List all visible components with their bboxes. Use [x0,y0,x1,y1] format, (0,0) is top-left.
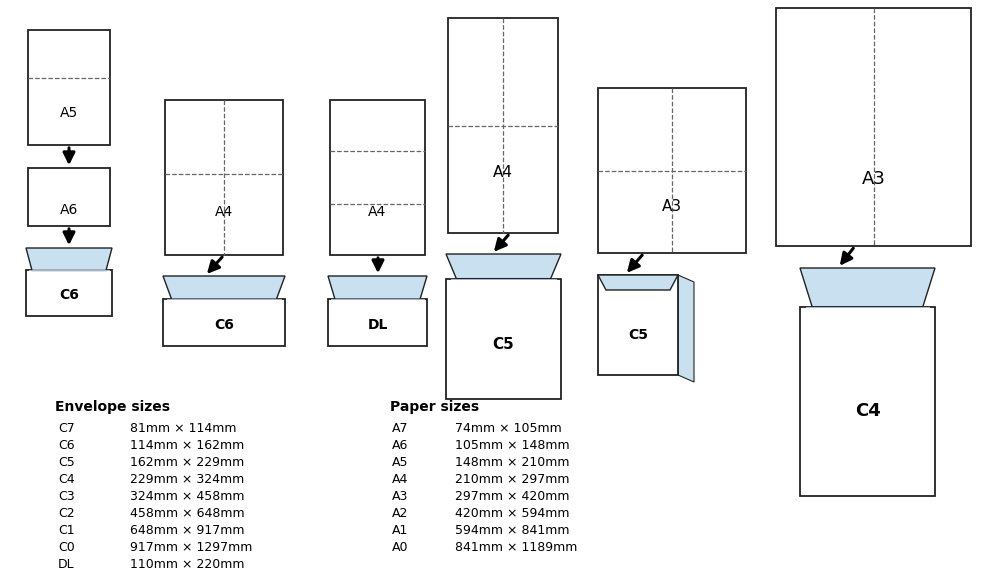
Bar [26,271,112,316]
Text: 229mm × 324mm: 229mm × 324mm [130,473,245,486]
Polygon shape [598,275,678,290]
Text: C0: C0 [58,541,75,554]
Bar [598,275,678,375]
Bar [28,30,110,145]
Text: C4: C4 [855,402,880,420]
Polygon shape [800,268,935,307]
Text: A3: A3 [862,170,885,188]
Text: A3: A3 [392,490,408,503]
Bar [776,8,971,246]
Text: C5: C5 [493,338,515,353]
Text: 210mm × 297mm: 210mm × 297mm [455,473,570,486]
Text: 148mm × 210mm: 148mm × 210mm [455,456,570,469]
Text: A4: A4 [369,204,387,219]
Text: C2: C2 [58,507,75,520]
Text: DL: DL [58,558,75,571]
Text: A6: A6 [392,439,408,452]
Text: C6: C6 [59,289,79,302]
Text: 105mm × 148mm: 105mm × 148mm [455,439,570,452]
Text: 420mm × 594mm: 420mm × 594mm [455,507,570,520]
Text: 458mm × 648mm: 458mm × 648mm [130,507,245,520]
Text: C6: C6 [58,439,75,452]
Text: A4: A4 [392,473,408,486]
Text: 324mm × 458mm: 324mm × 458mm [130,490,245,503]
Text: C7: C7 [58,422,75,435]
Bar [165,100,283,255]
Text: A6: A6 [60,203,78,217]
Bar [163,299,285,346]
Text: C3: C3 [58,490,75,503]
Text: Envelope sizes: Envelope sizes [55,400,170,414]
Text: 81mm × 114mm: 81mm × 114mm [130,422,237,435]
Text: DL: DL [368,318,387,332]
Text: Paper sizes: Paper sizes [390,400,479,414]
Text: 110mm × 220mm: 110mm × 220mm [130,558,245,571]
Text: C5: C5 [628,328,648,342]
Text: A5: A5 [392,456,408,469]
Text: 841mm × 1189mm: 841mm × 1189mm [455,541,578,554]
Text: 594mm × 841mm: 594mm × 841mm [455,524,570,537]
Text: A4: A4 [215,204,233,219]
Polygon shape [26,248,112,271]
Polygon shape [678,275,694,382]
Polygon shape [163,276,285,299]
Bar [800,307,935,496]
Text: C5: C5 [58,456,75,469]
Text: A4: A4 [493,165,513,180]
Text: A5: A5 [60,106,78,120]
Text: 114mm × 162mm: 114mm × 162mm [130,439,245,452]
Text: 74mm × 105mm: 74mm × 105mm [455,422,562,435]
Text: 162mm × 229mm: 162mm × 229mm [130,456,245,469]
Bar [328,299,427,346]
Text: C1: C1 [58,524,75,537]
Text: C6: C6 [214,318,234,332]
Text: A1: A1 [392,524,408,537]
Text: 917mm × 1297mm: 917mm × 1297mm [130,541,252,554]
Text: A3: A3 [662,199,682,214]
Text: A7: A7 [392,422,408,435]
Bar [28,168,110,226]
Text: 648mm × 917mm: 648mm × 917mm [130,524,245,537]
Polygon shape [328,276,427,299]
Text: 297mm × 420mm: 297mm × 420mm [455,490,570,503]
Text: A0: A0 [392,541,408,554]
Text: A2: A2 [392,507,408,520]
Polygon shape [446,254,561,279]
Bar [330,100,425,255]
Bar [598,88,746,253]
Text: C4: C4 [58,473,75,486]
Bar [446,279,561,399]
Bar [448,18,558,233]
